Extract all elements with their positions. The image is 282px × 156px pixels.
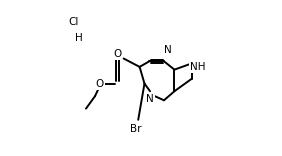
Text: NH: NH (190, 62, 206, 72)
Text: Cl: Cl (68, 17, 79, 27)
Text: Br: Br (130, 124, 141, 134)
Text: H: H (75, 33, 83, 43)
Text: N: N (164, 45, 171, 55)
Text: O: O (113, 49, 122, 59)
Text: N: N (146, 94, 154, 104)
Text: O: O (96, 79, 104, 89)
